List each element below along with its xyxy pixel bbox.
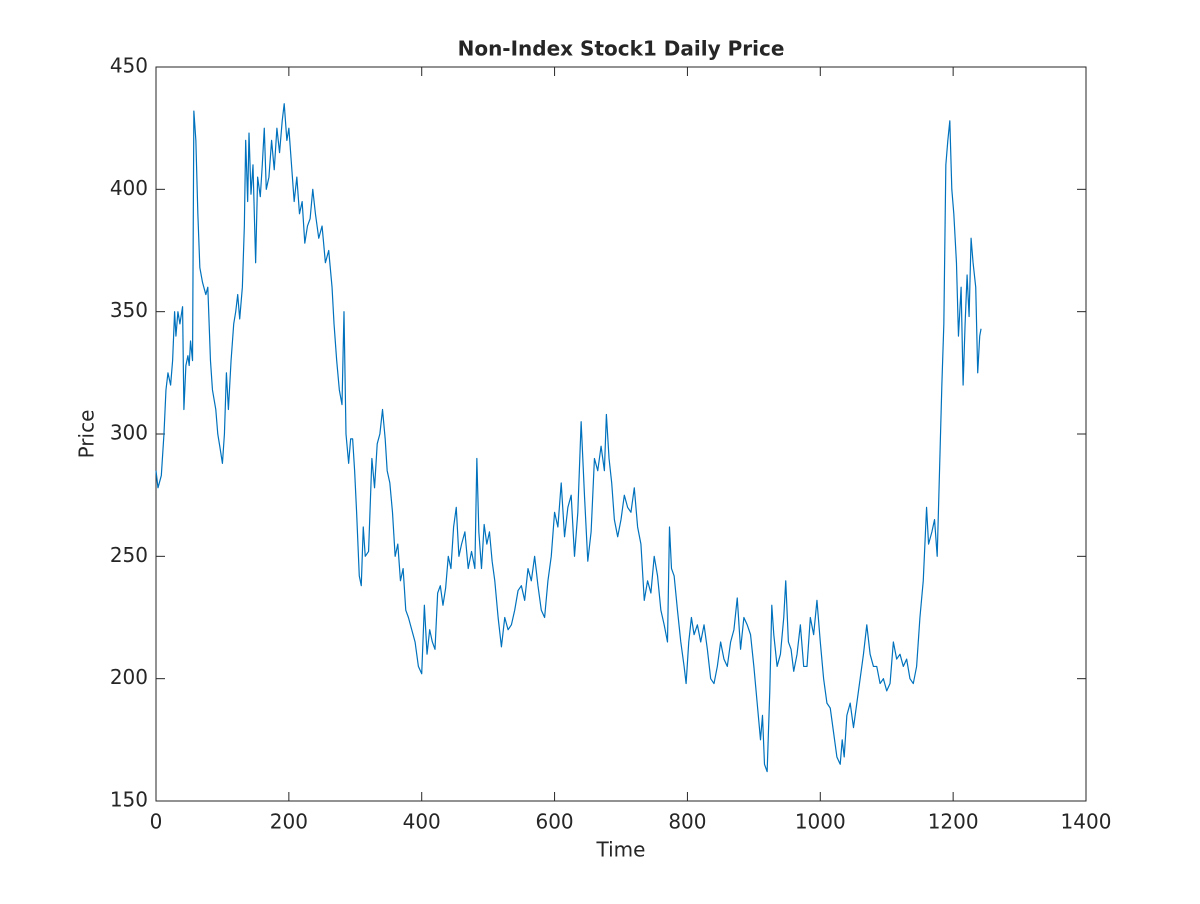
x-tick-label: 200 bbox=[270, 810, 308, 834]
y-tick-label: 400 bbox=[110, 176, 148, 200]
price-line bbox=[155, 103, 982, 773]
y-tick-label: 150 bbox=[110, 788, 148, 812]
y-tick-label: 350 bbox=[110, 298, 148, 322]
x-tick-label: 0 bbox=[150, 810, 163, 834]
y-axis-label: Price bbox=[75, 410, 99, 459]
y-tick-label: 200 bbox=[110, 665, 148, 689]
x-tick-label: 600 bbox=[535, 810, 573, 834]
y-tick-label: 300 bbox=[110, 421, 148, 445]
y-tick-label: 250 bbox=[110, 543, 148, 567]
x-tick-label: 400 bbox=[403, 810, 441, 834]
x-tick-label: 800 bbox=[668, 810, 706, 834]
x-axis-label: Time bbox=[596, 838, 646, 862]
x-tick-label: 1000 bbox=[795, 810, 846, 834]
x-tick-label: 1400 bbox=[1061, 810, 1112, 834]
chart-title: Non-Index Stock1 Daily Price bbox=[458, 37, 785, 61]
x-tick-label: 1200 bbox=[928, 810, 979, 834]
y-tick-label: 450 bbox=[110, 54, 148, 78]
